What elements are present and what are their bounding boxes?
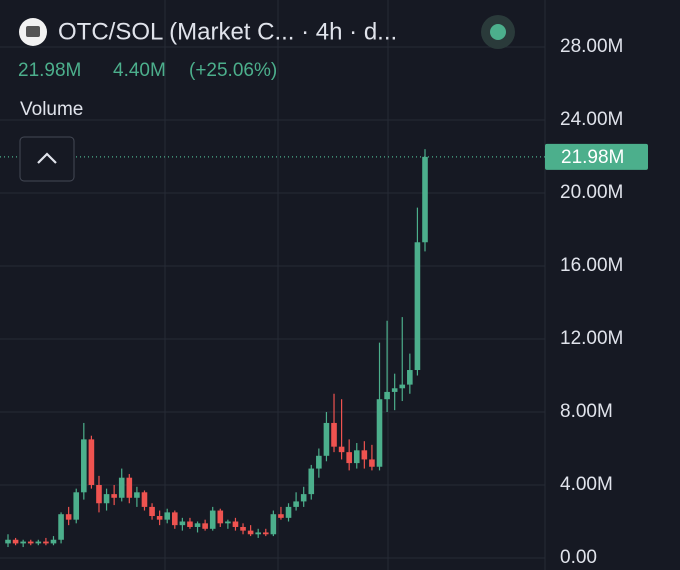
candle-body: [73, 492, 80, 520]
candle-body: [65, 514, 72, 520]
candle-body: [96, 484, 102, 504]
candle-body: [399, 384, 406, 389]
candle-body: [20, 541, 26, 544]
candle-body: [118, 477, 125, 498]
candle-body: [149, 506, 155, 517]
candle-body: [391, 388, 398, 392]
candle-body: [50, 539, 57, 544]
grid: 0.00 4.00M 8.00M 12.00M 16.00M 20.00M 24.00M 28…: [0, 36, 623, 568]
y-tick-label: 12.00M: [560, 328, 623, 349]
candle-body: [126, 477, 133, 498]
candle-body: [232, 521, 239, 527]
candles: 21.98M: [0, 143, 648, 548]
candle-body: [187, 521, 193, 527]
candle-body: [156, 516, 163, 520]
y-tick-label: 24.00M: [560, 109, 623, 130]
change-pct: (+25.06%): [189, 60, 277, 81]
candle-body: [164, 512, 171, 520]
y-tick-label: 4.00M: [560, 474, 613, 495]
y-tick-label: 0.00: [560, 547, 597, 568]
candle-body: [293, 501, 299, 507]
candle-body: [111, 494, 117, 498]
candle-body: [285, 506, 292, 518]
candle-body: [414, 242, 421, 371]
y-tick-label: 8.00M: [560, 401, 613, 422]
candle-body: [217, 510, 224, 524]
y-tick-label: 28.00M: [560, 36, 623, 57]
candle-body: [202, 523, 208, 529]
title: OTC/SOL (Market C... · 4h · d...: [58, 18, 397, 45]
candle-body: [255, 532, 261, 535]
candle-body: [346, 452, 352, 464]
candle-body: [422, 156, 428, 243]
candle-body: [300, 494, 307, 502]
status-dot: [490, 24, 506, 40]
logo-icon: [26, 26, 40, 37]
candle-body: [81, 439, 87, 493]
candle-body: [331, 422, 337, 447]
candle-body: [376, 399, 383, 467]
candle-body: [12, 539, 19, 544]
candle-body: [323, 422, 330, 456]
candle-body: [103, 494, 110, 504]
candle-body: [369, 459, 375, 467]
candle-body: [172, 512, 178, 526]
candle-body: [5, 539, 11, 544]
candle-body: [247, 530, 254, 535]
candle-body: [308, 468, 315, 495]
candle-body: [88, 439, 95, 485]
last-value: 21.98M: [18, 60, 81, 81]
collapse-button[interactable]: [19, 136, 75, 182]
chevron-up: [37, 152, 57, 164]
candle-body: [338, 446, 345, 453]
candle-body: [179, 521, 186, 526]
indicator-label: Volume: [20, 99, 83, 120]
candle-body: [225, 521, 231, 524]
candle-body: [270, 514, 277, 535]
vertical-grid: [164, 0, 546, 570]
candle-body: [27, 541, 34, 544]
candle-body: [134, 492, 140, 498]
candle-body: [209, 510, 216, 529]
candle-body: [278, 514, 284, 518]
candle-body: [316, 455, 322, 469]
candle-body: [361, 450, 368, 460]
candle-body: [384, 391, 390, 400]
y-tick-label: 20.00M: [560, 182, 623, 203]
candle-body: [262, 532, 269, 535]
last-price-label: 21.98M: [561, 147, 624, 168]
candle-body: [43, 541, 49, 544]
candle-body: [353, 450, 360, 464]
candle-body: [58, 514, 64, 540]
candle-body: [141, 492, 148, 507]
change: 4.40M: [113, 60, 166, 81]
candle-body: [194, 523, 201, 527]
y-tick-label: 16.00M: [560, 255, 623, 276]
candle-body: [35, 541, 42, 544]
candle-body: [240, 526, 246, 531]
last-price-box: [545, 143, 648, 170]
candle-body: [407, 370, 413, 385]
